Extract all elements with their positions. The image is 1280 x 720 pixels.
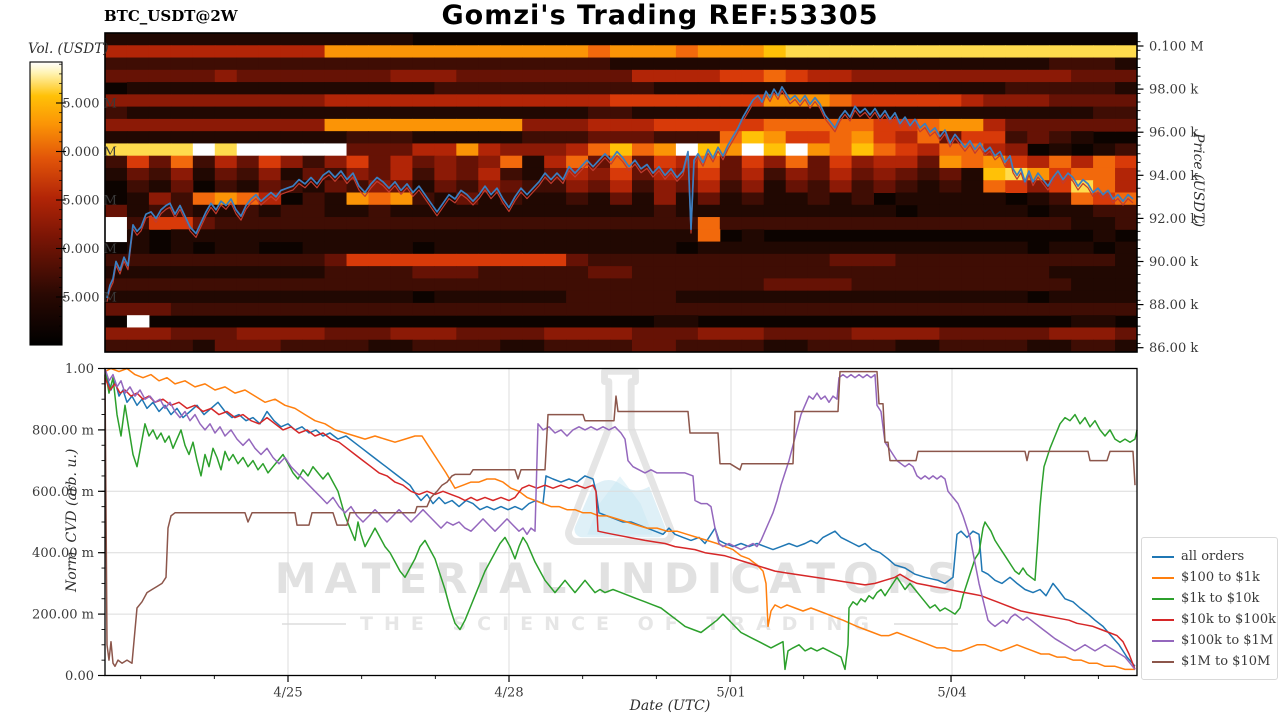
legend-label: $100 to $1k (1181, 570, 1260, 585)
heatmap-frame (104, 32, 1138, 353)
legend-item: $100k to $1M (1152, 630, 1273, 651)
price-axis: 0.100 M 98.00 k 96.00 k 94.00 k 92.00 k 90.00… (1137, 40, 1204, 356)
cvd-tick-label: 600.00 m (32, 485, 94, 500)
heatmap-cells (105, 33, 1138, 353)
legend-item: $100 to $1k (1152, 567, 1273, 588)
series-100-to-1k (104, 367, 1135, 671)
legend-label: $100k to $1M (1181, 633, 1274, 648)
price-tick-label: 98.00 k (1149, 83, 1198, 98)
legend-item: $10k to $100k (1152, 609, 1276, 630)
legend-swatch (1152, 618, 1174, 621)
price-tick-label: 94.00 k (1149, 169, 1198, 184)
date-axis-label: Date (UTC) (629, 698, 711, 714)
price-tick-label: 88.00 k (1149, 298, 1198, 313)
cvd-tick-label: 200.00 m (32, 608, 94, 623)
page-title: Gomzi's Trading REF:53305 (441, 0, 879, 31)
legend-label: $1M to $10M (1181, 654, 1271, 669)
legend-swatch (1152, 597, 1174, 600)
price-tick-label: 0.100 M (1149, 40, 1204, 55)
date-tick-label: 5/01 (716, 686, 745, 701)
watermark-dash-right (893, 623, 958, 625)
symbol-label: BTC_USDT@2W (104, 7, 238, 25)
colorbar-tick-label: 35.000 M (54, 194, 117, 209)
colorbar-gradient (30, 62, 62, 345)
date-axis: 4/25 4/28 5/01 5/04 (140, 675, 1099, 701)
colorbar-tick-label: 40.000 M (54, 145, 117, 160)
legend-item: $1k to $10k (1152, 588, 1273, 609)
cvd-tick-label: 400.00 m (32, 546, 94, 561)
price-tick-label: 96.00 k (1149, 126, 1198, 141)
colorbar-tick-label: 30.000 M (54, 242, 117, 257)
cvd-tick-label: 800.00 m (32, 423, 94, 438)
watermark-subtitle: THE SCIENCE OF TRADING (360, 613, 880, 635)
price-tick-label: 86.00 k (1149, 341, 1198, 356)
series-1k-to-10k (104, 368, 1138, 671)
legend-label: $1k to $10k (1181, 591, 1260, 606)
cvd-axis-label: Norm. CVD (arb. u.) (64, 448, 80, 592)
series-all-orders (106, 377, 1136, 667)
price-line (106, 86, 1134, 299)
date-tick-label: 5/04 (937, 686, 966, 701)
cvd-tick-label: 1.00 (65, 362, 94, 377)
watermark-title: MATERIAL INDICATORS (274, 554, 966, 603)
legend-item: all orders (1152, 546, 1273, 567)
secondary-price-line (106, 90, 1134, 303)
legend-swatch (1152, 660, 1174, 663)
price-axis-label: Price (USDT) (1190, 133, 1206, 228)
series-100k-to-1m (104, 368, 1136, 670)
colorbar-axis-label: Vol. (USDT) (28, 41, 109, 57)
date-tick-label: 4/25 (273, 686, 302, 701)
colorbar-tick-label: 45.000 M (54, 97, 117, 112)
series-1m-to-10m (104, 370, 1136, 668)
legend-label: $10k to $100k (1181, 612, 1276, 627)
legend-swatch (1152, 639, 1174, 642)
price-tick-label: 92.00 k (1149, 212, 1198, 227)
price-tick-label: 90.00 k (1149, 255, 1198, 270)
watermark-dash-left (282, 623, 347, 625)
heatmap-chart: 0.100 M 98.00 k 96.00 k 94.00 k 92.00 k 90.00… (29, 32, 1204, 356)
watermark: MATERIAL INDICATORS THE SCIENCE OF TRADI… (275, 366, 958, 662)
cvd-tick-label: 0.00 (65, 669, 94, 684)
legend-swatch (1152, 576, 1174, 579)
legend-label: all orders (1181, 549, 1245, 564)
colorbar: 45.000 M 40.000 M 35.000 M 30.000 M 25.000 M (29, 61, 117, 346)
legend-swatch (1152, 555, 1174, 558)
legend: all orders $100 to $1k $1k to $10k $10k to … (1141, 537, 1278, 680)
date-tick-label: 4/28 (494, 686, 523, 701)
colorbar-tick-label: 25.000 M (54, 291, 117, 306)
legend-item: $1M to $10M (1152, 651, 1273, 672)
series-10k-to-100k (104, 377, 1136, 670)
cvd-y-axis: 1.00 800.00 m 600.00 m 400.00 m 200.00 m 0.00 (32, 362, 105, 684)
